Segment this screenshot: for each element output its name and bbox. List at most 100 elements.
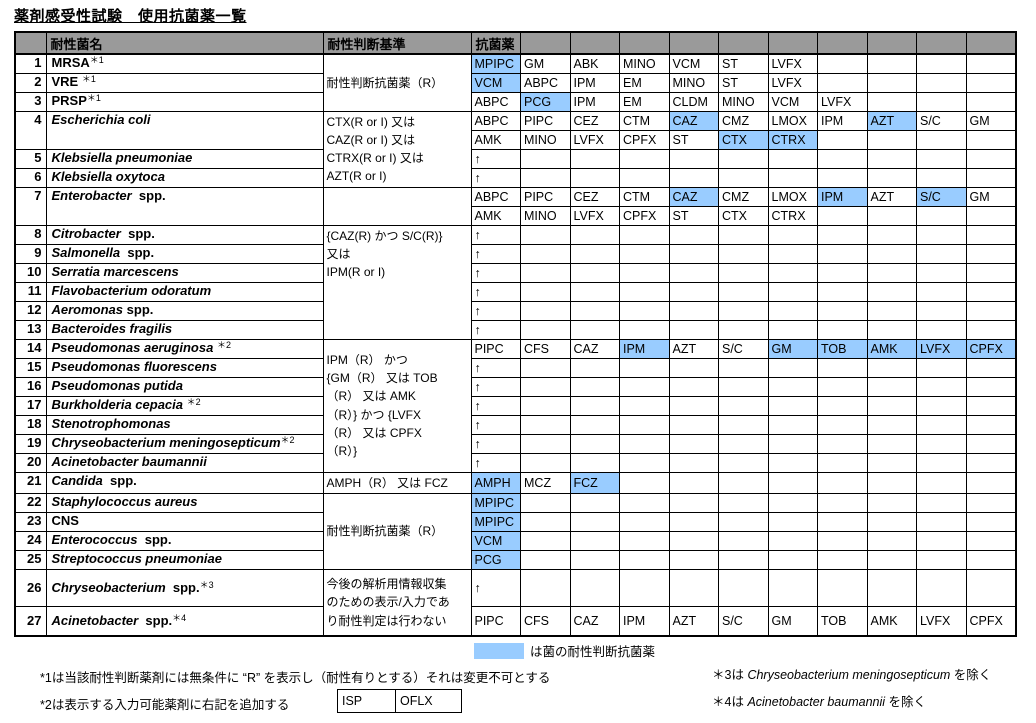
empty-drug-cell bbox=[965, 129, 1016, 150]
additional-drug-cell: OFLX bbox=[395, 689, 462, 713]
bacteria-name-tail: spp. bbox=[138, 613, 173, 629]
drug-cell: PIPC bbox=[470, 338, 521, 359]
footnote-marker: ＊1 bbox=[86, 92, 101, 103]
column-header-empty bbox=[520, 31, 571, 55]
empty-drug-cell bbox=[817, 471, 868, 494]
ditto-arrow-cell: ↑ bbox=[470, 224, 521, 245]
empty-drug-cell bbox=[866, 414, 917, 435]
criteria-line: 耐性判断抗菌薬（R） bbox=[326, 524, 444, 539]
footnote-marker: ＊2 bbox=[216, 339, 231, 350]
drug-cell: GM bbox=[767, 338, 818, 359]
column-header-empty bbox=[619, 31, 670, 55]
empty-drug-cell bbox=[866, 471, 917, 494]
bacteria-name: VRE bbox=[51, 73, 82, 89]
empty-drug-cell bbox=[866, 433, 917, 454]
empty-drug-cell bbox=[520, 167, 571, 188]
footnote-4-prefix: ＊4は bbox=[712, 695, 748, 709]
empty-drug-cell bbox=[520, 357, 571, 378]
empty-drug-cell bbox=[619, 300, 670, 321]
criteria-line: （R）} かつ {LVFX bbox=[326, 407, 421, 422]
criteria-line: 今後の解析用情報収集 bbox=[326, 577, 447, 592]
empty-drug-cell bbox=[965, 167, 1016, 188]
empty-drug-cell bbox=[718, 395, 769, 416]
bacteria-name-cell: Pseudomonas fluorescens bbox=[45, 357, 324, 378]
drug-cell: CTRX bbox=[767, 129, 818, 150]
row-number-cell: 22 bbox=[14, 492, 47, 513]
table-row: 5 Klebsiella pneumoniae ↑ bbox=[14, 148, 1016, 169]
empty-drug-cell bbox=[866, 205, 917, 226]
empty-drug-cell bbox=[965, 148, 1016, 169]
criteria-cell: 耐性判断抗菌薬（R） bbox=[322, 492, 472, 570]
empty-drug-cell bbox=[767, 530, 818, 551]
empty-drug-cell bbox=[866, 148, 917, 169]
row-number-cell: 19 bbox=[14, 433, 47, 454]
empty-drug-cell bbox=[718, 224, 769, 245]
empty-drug-cell bbox=[965, 414, 1016, 435]
bacteria-name-cell: Chryseobacterium meningosepticum＊2 bbox=[45, 433, 324, 454]
row-number-cell: 20 bbox=[14, 452, 47, 473]
empty-drug-cell bbox=[569, 357, 620, 378]
empty-drug-cell bbox=[965, 471, 1016, 494]
empty-drug-cell bbox=[916, 492, 967, 513]
bacteria-name-cell: Salmonella spp. bbox=[45, 243, 324, 264]
table-row: 15 Pseudomonas fluorescens ↑ bbox=[14, 357, 1016, 378]
empty-drug-cell bbox=[520, 376, 571, 397]
bacteria-name-cell: MRSA＊1 bbox=[45, 53, 324, 74]
empty-drug-cell bbox=[718, 492, 769, 513]
criteria-cell: 耐性判断抗菌薬（R） bbox=[322, 53, 472, 112]
drug-cell: IPM bbox=[817, 110, 868, 131]
criteria-line: CTX(R or I) 又は bbox=[326, 114, 416, 129]
empty-drug-cell bbox=[767, 281, 818, 302]
drug-cell: S/C bbox=[718, 338, 769, 359]
empty-drug-cell bbox=[718, 357, 769, 378]
table-row: 9 Salmonella spp. ↑ bbox=[14, 243, 1016, 264]
bacteria-name: Flavobacterium odoratum bbox=[51, 282, 212, 298]
drug-cell: LMOX bbox=[767, 186, 818, 207]
empty-drug-cell bbox=[767, 319, 818, 340]
drug-cell: MPIPC bbox=[470, 492, 521, 513]
empty-drug-cell bbox=[520, 492, 571, 513]
drug-cell: CAZ bbox=[668, 110, 719, 131]
empty-drug-cell bbox=[866, 129, 917, 150]
bacteria-name: PRSP bbox=[51, 92, 87, 108]
empty-drug-cell bbox=[718, 300, 769, 321]
bacteria-name-tail: spp. bbox=[120, 244, 155, 260]
criteria-line: IPM(R or I) bbox=[326, 264, 386, 279]
bacteria-name-cell: Candida spp. bbox=[45, 471, 324, 494]
criteria-line: IPM（R） かつ bbox=[326, 352, 408, 367]
row-number-cell: 27 bbox=[14, 605, 47, 637]
drug-cell: CAZ bbox=[668, 186, 719, 207]
bacteria-name-tail: spp. bbox=[123, 301, 154, 317]
row-number-cell: 12 bbox=[14, 300, 47, 321]
empty-drug-cell bbox=[767, 262, 818, 283]
drug-cell: CFS bbox=[520, 338, 571, 359]
table-row: 4 Escherichia coli CTX(R or I) 又は CAZ(R or … bbox=[14, 110, 1016, 188]
empty-drug-cell bbox=[569, 511, 620, 532]
empty-drug-cell bbox=[965, 492, 1016, 513]
bacteria-name: MRSA bbox=[51, 55, 90, 70]
empty-drug-cell bbox=[817, 395, 868, 416]
empty-drug-cell bbox=[866, 530, 917, 551]
table-row: 11 Flavobacterium odoratum ↑ bbox=[14, 281, 1016, 302]
empty-drug-cell bbox=[668, 549, 719, 570]
drug-cell: IPM bbox=[569, 72, 620, 93]
bacteria-name: Acinetobacter baumannii bbox=[51, 453, 207, 469]
footnote-marker: ＊1 bbox=[89, 55, 104, 65]
drug-cell: CTRX bbox=[767, 205, 818, 226]
drug-cell: LVFX bbox=[817, 91, 868, 112]
bacteria-name-cell: Pseudomonas putida bbox=[45, 376, 324, 397]
drug-cell: CPFX bbox=[619, 205, 670, 226]
ditto-arrow-cell: ↑ bbox=[470, 357, 521, 378]
drug-cell: ABPC bbox=[470, 110, 521, 131]
bacteria-name: Pseudomonas aeruginosa bbox=[51, 339, 217, 355]
empty-drug-cell bbox=[520, 300, 571, 321]
empty-drug-cell bbox=[668, 376, 719, 397]
empty-drug-cell bbox=[767, 492, 818, 513]
empty-drug-cell bbox=[916, 357, 967, 378]
criteria-line: （R） 又は AMK bbox=[326, 389, 416, 404]
empty-drug-cell bbox=[866, 262, 917, 283]
table-row: 20 Acinetobacter baumannii ↑ bbox=[14, 452, 1016, 473]
bacteria-name-tail: spp. bbox=[120, 225, 155, 241]
footnote-marker: ＊1 bbox=[81, 73, 96, 84]
empty-drug-cell bbox=[619, 357, 670, 378]
